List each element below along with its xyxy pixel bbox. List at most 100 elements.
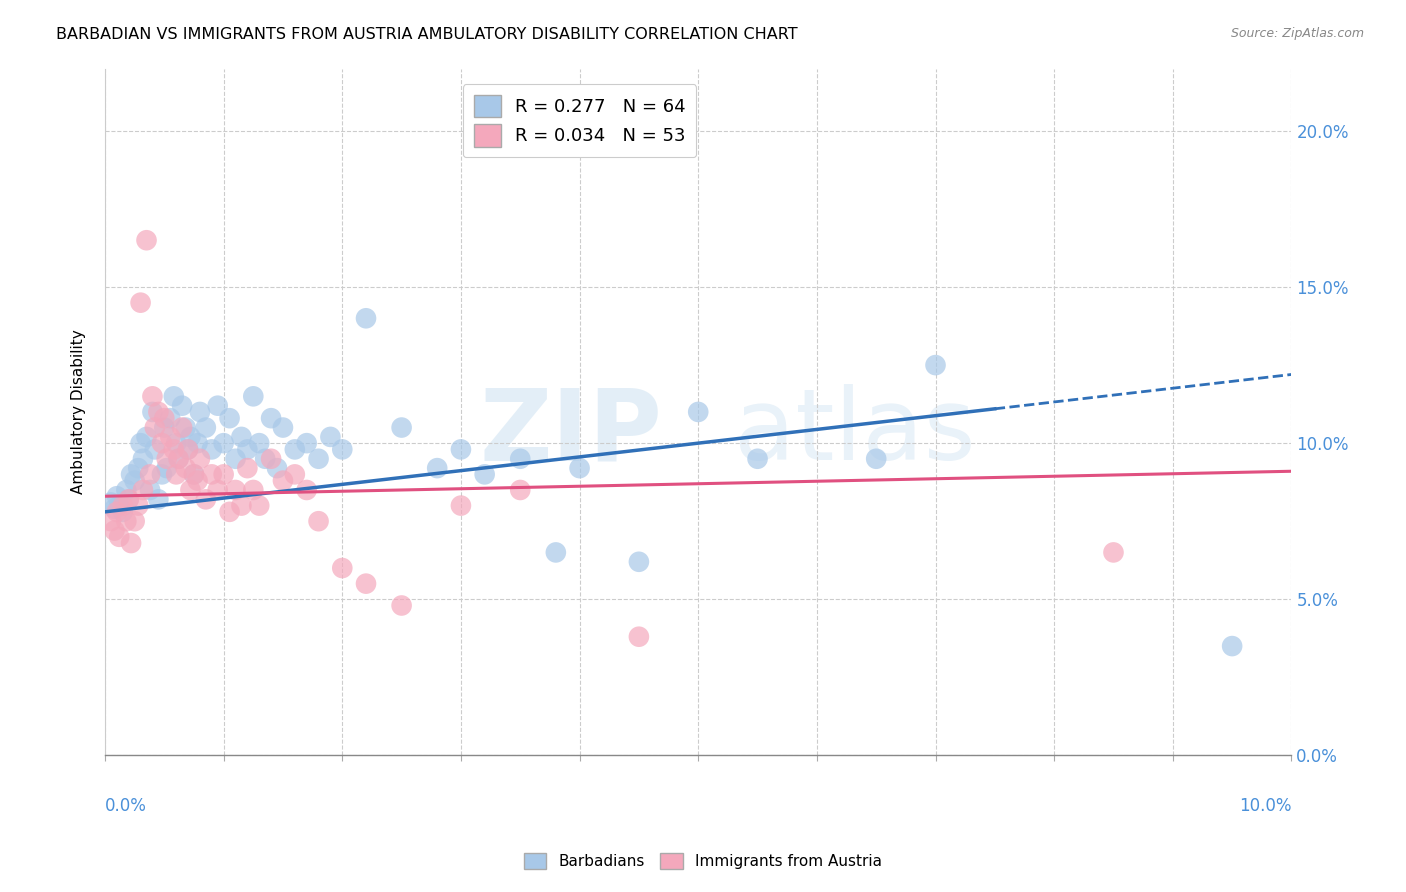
Point: [132, 483, 155, 497]
Point: [127, 461, 149, 475]
Point: [108, 499, 131, 513]
Point: [159, 430, 181, 444]
Point: [194, 420, 217, 434]
Point: [354, 576, 377, 591]
Point: [224, 451, 246, 466]
Point: [627, 630, 650, 644]
Point: [254, 451, 277, 466]
Point: [330, 561, 353, 575]
Point: [207, 399, 229, 413]
Point: [177, 442, 200, 457]
Point: [247, 436, 270, 450]
Point: [129, 436, 152, 450]
Point: [271, 420, 294, 434]
Point: [100, 495, 122, 509]
Point: [231, 430, 253, 444]
Point: [308, 514, 330, 528]
Point: [924, 358, 946, 372]
Point: [568, 461, 591, 475]
Point: [207, 483, 229, 497]
Point: [284, 442, 307, 457]
Point: [177, 442, 200, 457]
Point: [172, 420, 194, 434]
Point: [242, 389, 264, 403]
Point: [509, 483, 531, 497]
Point: [141, 389, 163, 403]
Point: [148, 405, 170, 419]
Point: [212, 467, 235, 482]
Point: [153, 420, 176, 434]
Point: [450, 442, 472, 457]
Point: [391, 599, 413, 613]
Point: [186, 436, 208, 450]
Point: [236, 461, 259, 475]
Point: [108, 530, 131, 544]
Point: [143, 420, 166, 434]
Point: [163, 389, 186, 403]
Point: [295, 436, 318, 450]
Point: [212, 436, 235, 450]
Point: [308, 451, 330, 466]
Point: [156, 451, 179, 466]
Text: 10.0%: 10.0%: [1239, 797, 1292, 814]
Point: [450, 499, 472, 513]
Point: [865, 451, 887, 466]
Point: [1102, 545, 1125, 559]
Point: [120, 467, 142, 482]
Text: atlas: atlas: [734, 384, 976, 481]
Point: [139, 483, 162, 497]
Legend: R = 0.277   N = 64, R = 0.034   N = 53: R = 0.277 N = 64, R = 0.034 N = 53: [463, 85, 696, 157]
Point: [688, 405, 710, 419]
Text: ZIP: ZIP: [479, 384, 662, 481]
Point: [120, 536, 142, 550]
Point: [218, 411, 240, 425]
Point: [103, 524, 125, 538]
Point: [183, 467, 205, 482]
Point: [124, 474, 146, 488]
Point: [163, 442, 186, 457]
Point: [150, 436, 173, 450]
Point: [135, 430, 157, 444]
Point: [295, 483, 318, 497]
Point: [103, 501, 125, 516]
Point: [391, 420, 413, 434]
Point: [115, 483, 138, 497]
Point: [105, 489, 128, 503]
Point: [179, 483, 201, 497]
Point: [231, 499, 253, 513]
Point: [271, 474, 294, 488]
Point: [172, 399, 194, 413]
Point: [330, 442, 353, 457]
Point: [218, 505, 240, 519]
Point: [188, 451, 211, 466]
Point: [148, 492, 170, 507]
Point: [174, 461, 197, 475]
Point: [188, 405, 211, 419]
Point: [143, 442, 166, 457]
Point: [165, 436, 187, 450]
Point: [156, 461, 179, 475]
Point: [129, 295, 152, 310]
Point: [201, 467, 224, 482]
Point: [153, 411, 176, 425]
Point: [224, 483, 246, 497]
Point: [118, 492, 141, 507]
Point: [260, 451, 283, 466]
Point: [260, 411, 283, 425]
Point: [354, 311, 377, 326]
Point: [118, 492, 141, 507]
Text: BARBADIAN VS IMMIGRANTS FROM AUSTRIA AMBULATORY DISABILITY CORRELATION CHART: BARBADIAN VS IMMIGRANTS FROM AUSTRIA AMB…: [56, 27, 797, 42]
Point: [201, 442, 224, 457]
Point: [139, 467, 162, 482]
Point: [236, 442, 259, 457]
Point: [179, 430, 201, 444]
Point: [150, 467, 173, 482]
Text: 0.0%: 0.0%: [105, 797, 146, 814]
Point: [159, 411, 181, 425]
Point: [747, 451, 769, 466]
Text: Source: ZipAtlas.com: Source: ZipAtlas.com: [1230, 27, 1364, 40]
Point: [1220, 639, 1243, 653]
Point: [111, 505, 134, 519]
Point: [194, 492, 217, 507]
Point: [141, 405, 163, 419]
